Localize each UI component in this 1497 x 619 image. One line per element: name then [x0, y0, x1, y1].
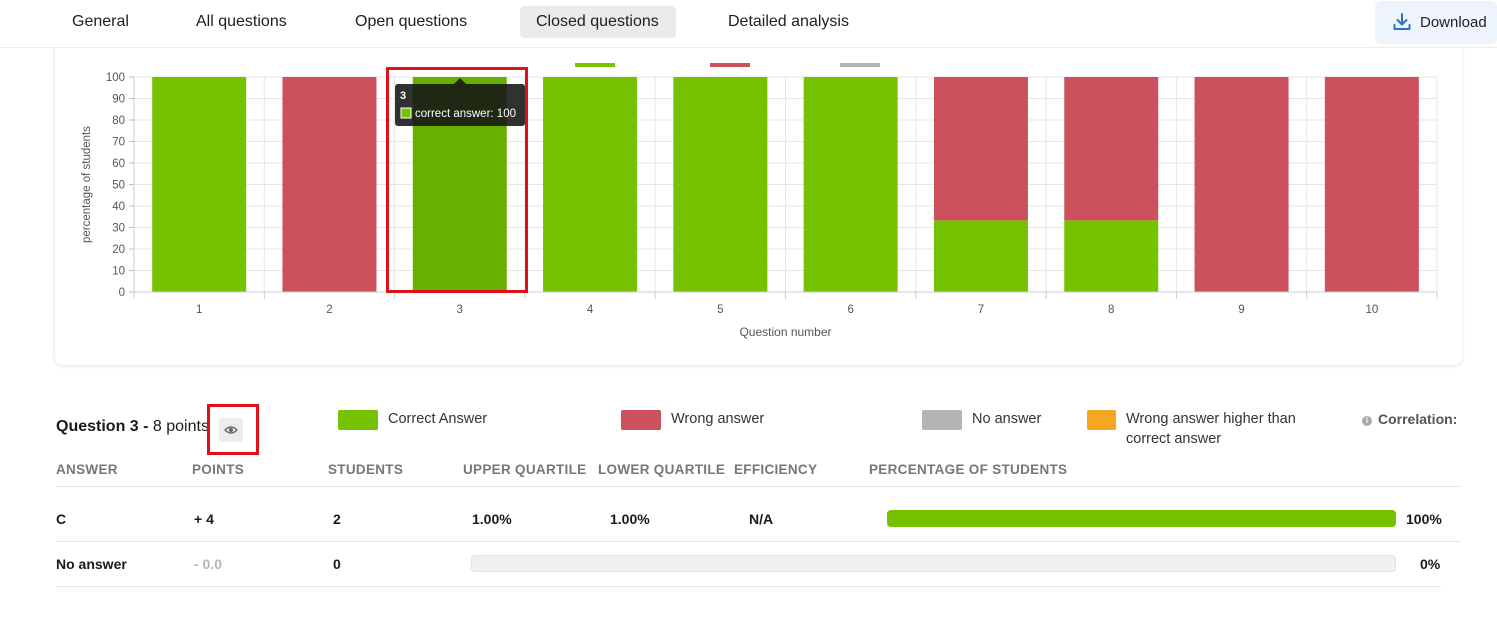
row-divider	[56, 541, 1461, 542]
tab-general[interactable]: General	[72, 13, 129, 30]
x-tick-label: 9	[1238, 304, 1244, 316]
col-header-efficiency: EFFICIENCY	[734, 462, 818, 477]
bar-segment-correct	[1064, 220, 1159, 292]
download-label: Download	[1420, 14, 1487, 31]
tab-open-questions[interactable]: Open questions	[355, 13, 468, 30]
legend-swatch-correct	[338, 410, 378, 430]
correlation-label: i Correlation:	[1362, 411, 1457, 427]
tooltip-caret	[454, 78, 466, 84]
chart-legend-swatch	[710, 63, 750, 67]
y-tick-label: 90	[112, 94, 125, 106]
legend-label-correct: Correct Answer	[388, 411, 488, 427]
cell-percentage: 100%	[1406, 511, 1442, 527]
percentage-bar-track	[471, 555, 1396, 572]
info-icon[interactable]: i	[1362, 416, 1372, 426]
x-tick-label: 2	[326, 304, 332, 316]
tab-closed-questions[interactable]: Closed questions	[520, 6, 676, 38]
bar-segment-correct	[803, 77, 898, 292]
bar-segment-correct	[152, 77, 247, 292]
cell-answer: C	[56, 511, 67, 527]
x-tick-label: 1	[196, 304, 202, 316]
chart-legend-swatch	[840, 63, 880, 67]
view-question-button[interactable]	[219, 418, 243, 442]
col-header-answer: ANSWER	[56, 462, 118, 477]
bar-segment-correct	[543, 77, 638, 292]
tab-detailed-analysis[interactable]: Detailed analysis	[728, 13, 849, 30]
y-tick-label: 60	[112, 158, 125, 170]
col-header-upper-quartile: UPPER QUARTILE	[463, 462, 587, 477]
cell-points: + 4	[194, 511, 214, 527]
col-header-lower-quartile: LOWER QUARTILE	[598, 462, 726, 477]
x-tick-label: 7	[978, 304, 984, 316]
x-tick-label: 4	[587, 304, 594, 316]
bar-segment-correct	[933, 220, 1028, 292]
y-tick-label: 50	[112, 180, 125, 192]
question-title: Question 3 - 8 points	[56, 418, 209, 436]
cell-percentage: 0%	[1420, 556, 1441, 572]
chart-card: 0 10 20 30 40 50 60 70 80 90 100 1 2 3 4 5 6 7 8 9 10 Questio…	[55, 40, 1462, 365]
legend-label-wrong-higher-line2: correct answer	[1126, 431, 1222, 447]
y-tick-label: 30	[112, 223, 125, 235]
eye-icon	[224, 426, 238, 434]
legend-swatch-wrong	[621, 410, 661, 430]
question-points: 8 points	[152, 418, 209, 435]
stacked-bar-chart: 0 10 20 30 40 50 60 70 80 90 100 1 2 3 4 5 6 7 8 9 10 Questio…	[81, 63, 1438, 339]
tooltip-title: 3	[400, 90, 406, 102]
bar-segment-wrong	[282, 77, 377, 292]
y-axis-title: percentage of students	[81, 126, 93, 243]
cell-lower-quartile: 1.00%	[610, 511, 650, 527]
y-tick-label: 40	[112, 201, 125, 213]
x-tick-label: 5	[717, 304, 723, 316]
bar-segment-wrong	[1194, 77, 1289, 292]
highlight-box-bar-3	[386, 67, 528, 293]
cell-students: 0	[333, 556, 341, 572]
chart-legend-swatch	[575, 63, 615, 67]
cell-upper-quartile: 1.00%	[472, 511, 512, 527]
x-tick-label: 3	[457, 304, 463, 316]
download-button[interactable]: Download	[1375, 1, 1497, 44]
row-divider	[56, 586, 1441, 587]
percentage-bar-fill	[887, 510, 1396, 527]
x-axis-title: Question number	[739, 325, 831, 339]
tab-all-questions[interactable]: All questions	[196, 13, 287, 30]
y-tick-label: 80	[112, 115, 125, 127]
y-tick-label: 20	[112, 244, 125, 256]
x-tick-label: 8	[1108, 304, 1114, 316]
top-navigation: General All questions Open questions Clo…	[0, 0, 1497, 48]
col-header-points: POINTS	[192, 462, 245, 477]
x-tick-label: 6	[847, 304, 853, 316]
y-tick-label: 100	[106, 72, 125, 84]
tooltip-swatch	[400, 107, 412, 119]
bar-segment-correct	[673, 77, 768, 292]
cell-efficiency: N/A	[749, 511, 774, 527]
cell-answer: No answer	[56, 556, 127, 572]
header-divider	[56, 486, 1461, 487]
legend-label-wrong: Wrong answer	[671, 411, 765, 427]
correlation-text: Correlation:	[1378, 411, 1458, 427]
x-tick-label: 10	[1365, 304, 1378, 316]
legend-label-wrong-higher-line1: Wrong answer higher than	[1126, 411, 1296, 427]
bar-segment-wrong	[933, 77, 1028, 221]
y-tick-label: 0	[119, 287, 125, 299]
bar-segment-wrong	[1064, 77, 1159, 221]
legend-swatch-wrong-higher	[1087, 410, 1116, 430]
tooltip-text: correct answer: 100	[415, 108, 516, 120]
bar-segment-wrong	[1324, 77, 1419, 292]
download-icon	[1393, 13, 1411, 30]
legend-label-wrong-higher: Wrong answer higher than correct answer	[1126, 409, 1296, 449]
col-header-percentage: PERCENTAGE OF STUDENTS	[869, 462, 1068, 477]
highlight-box-eye	[207, 404, 259, 455]
chart-tooltip	[395, 84, 525, 126]
y-tick-label: 10	[112, 266, 125, 278]
legend-label-no-answer: No answer	[972, 411, 1042, 427]
y-tick-label: 70	[112, 137, 125, 149]
col-header-students: STUDENTS	[328, 462, 404, 477]
legend-swatch-no-answer	[922, 410, 962, 430]
question-number: Question 3 -	[56, 418, 149, 435]
cell-points: - 0.0	[194, 556, 223, 572]
cell-students: 2	[333, 511, 341, 527]
